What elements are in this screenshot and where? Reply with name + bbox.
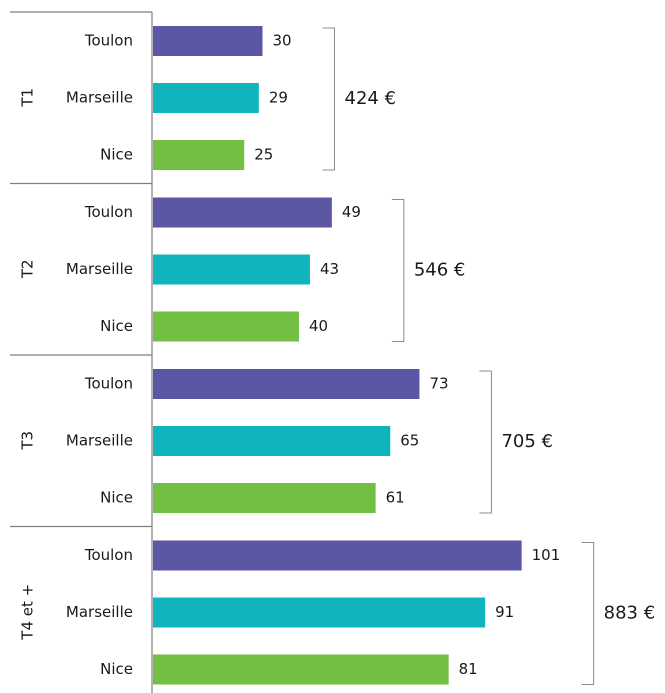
bracket <box>581 542 595 685</box>
category-label: Toulon <box>84 203 133 221</box>
bracket <box>322 27 335 171</box>
bar <box>153 83 259 113</box>
category-label: Marseille <box>66 89 133 107</box>
bar <box>153 483 376 513</box>
bar <box>153 26 263 56</box>
bracket <box>391 199 405 342</box>
bar <box>153 311 299 342</box>
total-annotation: 424 € <box>345 88 397 109</box>
category-label: Marseille <box>66 432 133 450</box>
bracket <box>479 370 492 514</box>
value-label: 91 <box>495 603 514 621</box>
value-label: 81 <box>459 660 478 678</box>
category-label: Toulon <box>84 375 133 393</box>
bar <box>153 540 522 571</box>
category-label: Nice <box>100 317 133 335</box>
category-label: Marseille <box>66 260 133 278</box>
value-label: 29 <box>269 89 288 107</box>
bar <box>153 597 486 628</box>
bar <box>153 426 391 456</box>
value-label: 65 <box>400 432 419 450</box>
category-label: Nice <box>100 146 133 164</box>
value-label: 49 <box>342 203 361 221</box>
group-label: T2 <box>19 259 37 279</box>
value-label: 43 <box>320 260 339 278</box>
total-annotation: 883 € <box>604 603 656 624</box>
group-label: T4 et + <box>19 584 37 641</box>
value-label: 30 <box>273 32 292 50</box>
value-label: 73 <box>429 375 448 393</box>
category-label: Nice <box>100 489 133 507</box>
total-annotation: 705 € <box>501 431 553 452</box>
bar <box>153 197 332 228</box>
category-label: Toulon <box>84 32 133 50</box>
category-label: Marseille <box>66 603 133 621</box>
value-label: 101 <box>532 546 561 564</box>
total-annotation: 546 € <box>414 260 466 281</box>
bar <box>153 654 449 685</box>
bar <box>153 254 310 285</box>
bar <box>153 140 245 170</box>
value-label: 25 <box>254 146 273 164</box>
group-label: T3 <box>19 431 37 451</box>
value-label: 61 <box>386 489 405 507</box>
value-label: 40 <box>309 317 328 335</box>
bar <box>153 369 420 399</box>
group-label: T1 <box>19 88 37 108</box>
category-label: Nice <box>100 660 133 678</box>
category-label: Toulon <box>84 546 133 564</box>
